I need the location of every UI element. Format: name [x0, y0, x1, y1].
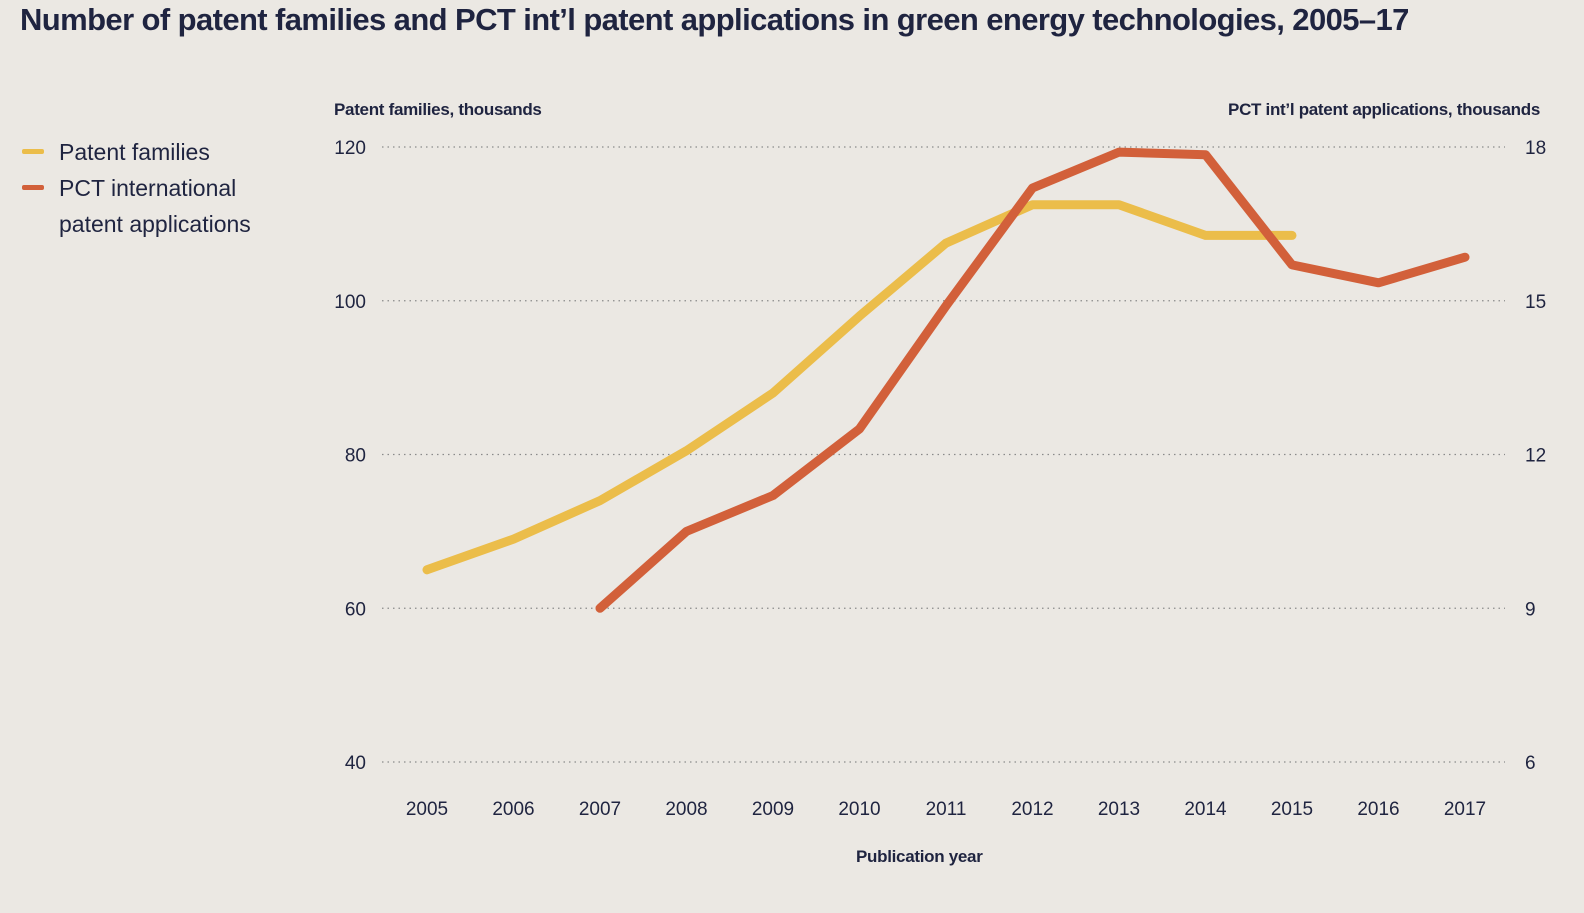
x-axis-title: Publication year: [856, 847, 983, 866]
y-right-tick-label: 6: [1525, 753, 1536, 774]
right-axis-title: PCT int’l patent applications, thousands: [1228, 100, 1540, 119]
series-line-pct-applications: [595, 147, 1470, 613]
legend-swatch-patent-families: [22, 149, 44, 154]
chart-title: Number of patent families and PCT int’l …: [20, 2, 1409, 37]
y-left-tick-label: 80: [345, 446, 366, 467]
x-tick-label: 2015: [1271, 799, 1313, 820]
series-line-patent-families: [422, 200, 1297, 575]
y-right-tick-label: 15: [1525, 292, 1546, 313]
y-left-tick-label: 100: [334, 292, 366, 313]
x-tick-label: 2006: [492, 799, 534, 820]
y-left-tick-label: 40: [345, 753, 366, 774]
x-tick-label: 2008: [665, 799, 707, 820]
x-tick-label: 2012: [1011, 799, 1053, 820]
x-tick-label: 2017: [1444, 799, 1486, 820]
x-tick-label: 2011: [926, 799, 967, 820]
y-right-tick-label: 9: [1525, 599, 1536, 620]
y-right-tick-label: 12: [1525, 446, 1546, 467]
y-left-tick-label: 120: [334, 138, 366, 159]
legend-item-pct-applications: PCT international patent applications: [22, 170, 292, 242]
x-tick-label: 2016: [1357, 799, 1399, 820]
x-tick-label: 2005: [406, 799, 448, 820]
legend-swatch-pct-applications: [22, 185, 44, 190]
x-tick-label: 2014: [1184, 799, 1227, 820]
y-left-tick-label: 60: [345, 599, 366, 620]
legend-item-patent-families: Patent families: [22, 134, 292, 170]
x-tick-label: 2013: [1098, 799, 1140, 820]
legend-label-patent-families: Patent families: [59, 139, 210, 165]
x-tick-label: 2009: [752, 799, 794, 820]
legend-label-pct-applications: PCT international patent applications: [59, 175, 251, 237]
chart-legend: Patent families PCT international patent…: [22, 134, 292, 242]
x-tick-label: 2007: [579, 799, 621, 820]
y-right-tick-label: 18: [1525, 138, 1546, 159]
x-tick-label: 2010: [838, 799, 880, 820]
left-axis-title: Patent families, thousands: [334, 100, 542, 119]
